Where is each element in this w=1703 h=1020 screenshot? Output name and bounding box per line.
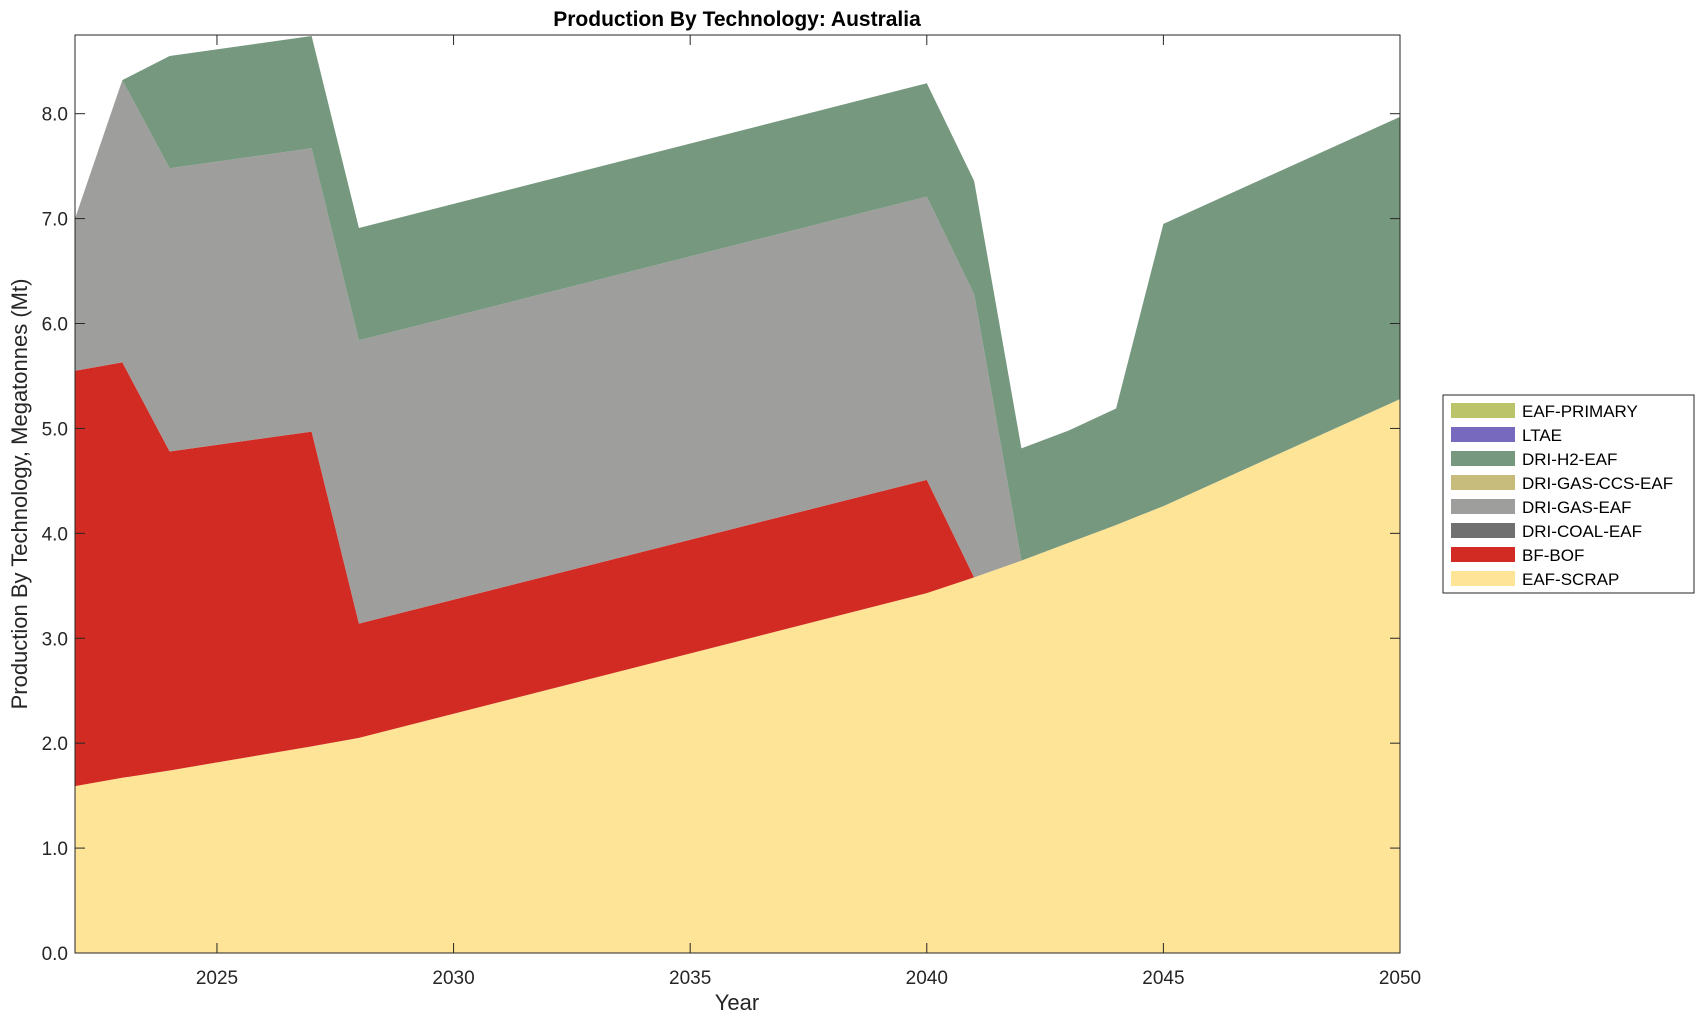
y-tick-label: 2.0: [42, 734, 68, 755]
legend-label-eaf-primary: EAF-PRIMARY: [1522, 402, 1638, 421]
legend-label-ltae: LTAE: [1522, 426, 1562, 445]
chart-title: Production By Technology: Australia: [553, 8, 921, 31]
y-axis: 0.0 1.0 2.0 3.0 4.0 5.0 6.0 7.0 8.0: [42, 105, 1400, 965]
area-dri-gas-eaf: [75, 80, 1400, 624]
x-tick-label: 2030: [432, 968, 474, 989]
legend-swatch-eaf-scrap: [1451, 571, 1515, 586]
legend-label-dri-coal-eaf: DRI-COAL-EAF: [1522, 522, 1642, 541]
y-tick-label: 6.0: [42, 315, 68, 336]
x-axis: 2025 2030 2035 2040 2045 2050: [196, 35, 1421, 989]
legend-label-bf-bof: BF-BOF: [1522, 546, 1584, 565]
y-tick-label: 3.0: [42, 629, 68, 650]
legend-label-dri-h2-eaf: DRI-H2-EAF: [1522, 450, 1617, 469]
plot-frame: [74, 34, 1401, 954]
y-axis-title: Production By Technology, Megatonnes (Mt…: [7, 279, 32, 710]
x-tick-label: 2025: [196, 968, 238, 989]
x-tick-label: 2040: [906, 968, 948, 989]
x-tick-label: 2045: [1142, 968, 1184, 989]
legend-swatch-eaf-primary: [1451, 403, 1515, 418]
y-tick-label: 1.0: [42, 839, 68, 860]
legend-swatch-dri-gas-ccs-eaf: [1451, 475, 1515, 490]
legend: EAF-PRIMARY LTAE DRI-H2-EAF DRI-GAS-CCS-EAF…: [1442, 394, 1695, 594]
legend-swatch-dri-coal-eaf: [1451, 523, 1515, 538]
x-axis-title: Year: [715, 990, 759, 1015]
x-tick-label: 2035: [669, 968, 711, 989]
y-tick-label: 5.0: [42, 419, 68, 440]
legend-swatch-bf-bof: [1451, 547, 1515, 562]
x-tick-label: 2050: [1379, 968, 1421, 989]
legend-label-dri-gas-eaf: DRI-GAS-EAF: [1522, 498, 1632, 517]
area-bf-bof: [75, 362, 1400, 787]
legend-swatch-dri-h2-eaf: [1451, 451, 1515, 466]
y-tick-label: 4.0: [42, 524, 68, 545]
area-layers: [75, 36, 1400, 953]
legend-label-dri-gas-ccs-eaf: DRI-GAS-CCS-EAF: [1522, 474, 1673, 493]
y-tick-label: 0.0: [42, 944, 68, 965]
legend-swatch-dri-gas-eaf: [1451, 499, 1515, 514]
y-tick-label: 7.0: [42, 210, 68, 231]
area-eaf-scrap: [75, 399, 1400, 953]
y-tick-label: 8.0: [42, 105, 68, 126]
legend-swatch-ltae: [1451, 427, 1515, 442]
legend-label-eaf-scrap: EAF-SCRAP: [1522, 570, 1619, 589]
area-dri-h2-eaf: [75, 36, 1400, 561]
